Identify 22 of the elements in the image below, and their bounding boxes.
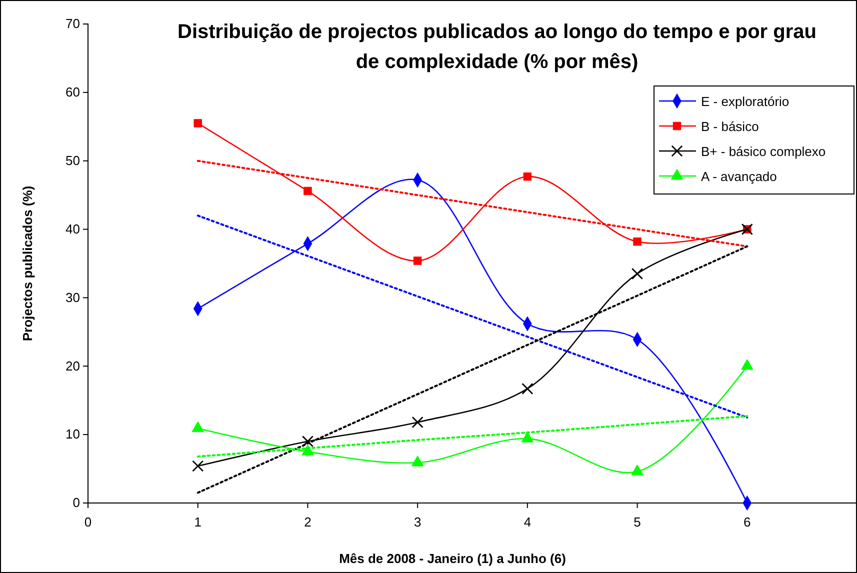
y-tick-label: 20 (66, 358, 80, 374)
y-tick-label: 40 (66, 221, 80, 236)
y-tick-label: 30 (66, 290, 80, 305)
x-tick-label: 1 (194, 514, 202, 530)
text: Distribuição de projectos publicados ao longo do tempo e por grau de complexidade (% por mês) (178, 21, 816, 73)
x-tick-label: 0 (84, 514, 92, 530)
legend-label: B+ - básico complexo (701, 144, 826, 159)
x-tick-label: 5 (634, 514, 641, 530)
x-tick-label: 6 (744, 514, 751, 530)
y-tick-label: 10 (66, 426, 80, 442)
legend-label: A - avançado (701, 169, 777, 184)
legend-label: B - básico (701, 119, 759, 134)
y-tick-label: 50 (66, 153, 80, 168)
x-tick-label: 3 (414, 514, 422, 530)
y-tick-label: 0 (72, 495, 80, 510)
x-tick-label: 4 (524, 514, 532, 530)
y-tick-label: 70 (66, 16, 80, 32)
x-axis-title: Mês de 2008 - Janeiro (1) a Junho (6) (339, 551, 566, 566)
legend-label: E - exploratório (701, 94, 790, 109)
x-tick-label: 2 (304, 514, 312, 530)
y-axis-title: Projectos publicados (%) (20, 186, 35, 342)
y-tick-label: 60 (66, 84, 80, 100)
